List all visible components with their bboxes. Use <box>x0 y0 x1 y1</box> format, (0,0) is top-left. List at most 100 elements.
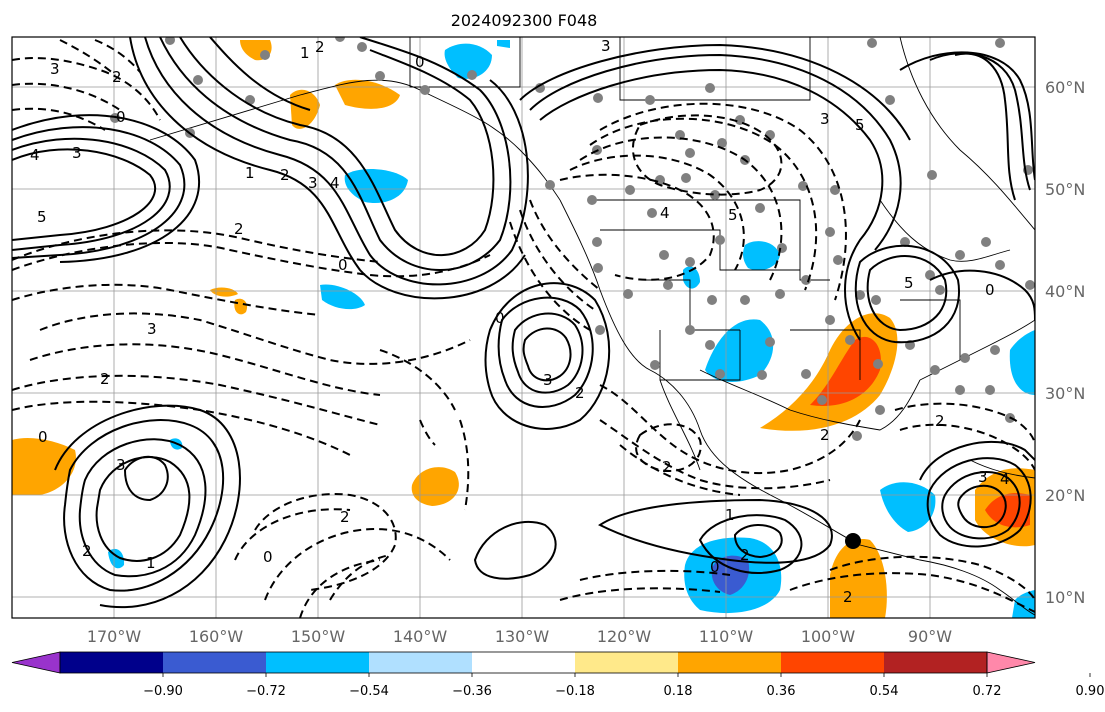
shade-orange-west <box>12 438 76 495</box>
contour-label: 4 <box>1000 470 1010 488</box>
contour-label: 2 <box>100 370 110 388</box>
contour-label: 3 <box>116 456 126 474</box>
lon-label: 140°W <box>393 627 448 646</box>
lon-label: 100°W <box>801 627 856 646</box>
colorbar-tick-label: −0.90 <box>143 684 183 699</box>
lon-label: 170°W <box>87 627 142 646</box>
shade-darkblue-pacific-low <box>711 555 750 595</box>
contour-label: 2 <box>234 220 244 238</box>
colorbar-tick-label: 0.90 <box>1076 684 1105 699</box>
colorbar <box>11 651 1036 674</box>
contour-label: 4 <box>660 204 670 222</box>
colorbar-segment <box>781 652 885 673</box>
contour-label: 5 <box>904 274 914 292</box>
shade-blue-florida <box>1009 330 1035 395</box>
colorbar-tick-label: −0.18 <box>555 684 595 699</box>
shade-orange-pacific-mid <box>411 467 459 506</box>
map-frame <box>11 36 1036 619</box>
contour-label: 2 <box>340 508 350 526</box>
contour-label: 1 <box>146 554 156 572</box>
lon-label: 90°W <box>908 627 952 646</box>
colorbar-segment <box>884 652 988 673</box>
colorbar-outline <box>59 651 988 674</box>
longitude-labels: 170°W 160°W 150°W 140°W 130°W 120°W 110°… <box>87 627 952 646</box>
shade-blue-alaska-north <box>444 43 492 79</box>
lon-label: 150°W <box>291 627 346 646</box>
contour-label: 3 <box>50 60 60 78</box>
colorbar-extend-max <box>986 651 1036 674</box>
contour-label: 2 <box>82 542 92 560</box>
contour-label: 0 <box>710 558 720 576</box>
lon-label: 130°W <box>495 627 550 646</box>
map-area <box>12 37 1035 618</box>
colorbar-tick-label: −0.36 <box>452 684 492 699</box>
colorbar-tick-label: 0.54 <box>870 684 899 699</box>
contour-label: 2 <box>740 546 750 564</box>
lon-label: 120°W <box>597 627 652 646</box>
shade-blue-top <box>497 40 510 48</box>
shade-blue-baja <box>705 319 774 382</box>
shade-blue-rockies <box>683 266 700 289</box>
colorbar-segment <box>472 652 576 673</box>
colorbar-segment <box>678 652 782 673</box>
contour-label: 5 <box>37 208 47 226</box>
contour-label: 0 <box>116 108 126 126</box>
contour-label: 2 <box>112 68 122 86</box>
lon-label: 110°W <box>699 627 754 646</box>
contour-label: 0 <box>263 548 273 566</box>
colorbar-segment <box>266 652 370 673</box>
lat-label: 30°N <box>1045 384 1085 403</box>
contour-label: 0 <box>38 428 48 446</box>
contour-label: 4 <box>330 174 340 192</box>
colorbar-segment <box>163 652 267 673</box>
contour-label: 5 <box>855 116 865 134</box>
contour-label: 3 <box>978 468 988 486</box>
colorbar-segment <box>369 652 473 673</box>
latitude-labels: 60°N 50°N 40°N 30°N 20°N 10°N <box>1045 78 1085 607</box>
contour-label: 3 <box>72 144 82 162</box>
lat-label: 50°N <box>1045 180 1085 199</box>
contour-label: 2 <box>280 166 290 184</box>
contour-label: 0 <box>985 281 995 299</box>
contour-label: 2 <box>935 412 945 430</box>
contour-label: 0 <box>415 53 425 71</box>
contour-label: 1 <box>300 44 310 62</box>
shade-orange-small2 <box>210 287 238 297</box>
contour-label: 2 <box>315 38 325 56</box>
contour-label: 1 <box>245 164 255 182</box>
contour-label: 5 <box>728 206 738 224</box>
storm-center-marker <box>845 533 861 549</box>
colorbar-segment <box>60 652 164 673</box>
contour-label: 3 <box>601 37 611 55</box>
shade-blue-great-basin <box>743 241 780 271</box>
contour-label: 2 <box>662 458 672 476</box>
solid-contours <box>12 37 1035 609</box>
colorbar-tick-label: 0.18 <box>664 684 693 699</box>
contour-label: 2 <box>575 384 585 402</box>
colorbar-tick-label: −0.72 <box>246 684 286 699</box>
contour-label: 1 <box>725 506 735 524</box>
colorbar-tick-label: −0.54 <box>349 684 389 699</box>
contour-label: 3 <box>543 371 553 389</box>
contour-label: 4 <box>30 146 40 164</box>
contour-label: 0 <box>338 256 348 274</box>
contour-labels: 3 2 4 5 1 0 2 3 4 2 1 2 3 0 3 2 0 0 3 5 … <box>30 37 1010 606</box>
station-markers <box>110 37 1035 441</box>
contour-label: 2 <box>843 588 853 606</box>
lat-label: 40°N <box>1045 282 1085 301</box>
map-title: 2024092300 F048 <box>451 11 598 30</box>
contour-label: 3 <box>147 320 157 338</box>
contour-label: 0 <box>495 309 505 327</box>
contour-label: 3 <box>308 174 318 192</box>
contour-label: 2 <box>820 426 830 444</box>
colorbar-segment <box>575 652 679 673</box>
colorbar-tick-label: 0.72 <box>973 684 1002 699</box>
lon-label: 160°W <box>189 627 244 646</box>
contour-label: 3 <box>820 110 830 128</box>
colorbar-extend-min <box>11 651 61 674</box>
shade-blue-gulf-alaska <box>344 168 408 204</box>
colorbar-tick-label: 0.36 <box>767 684 796 699</box>
dashed-contours <box>12 39 1035 618</box>
lat-label: 60°N <box>1045 78 1085 97</box>
